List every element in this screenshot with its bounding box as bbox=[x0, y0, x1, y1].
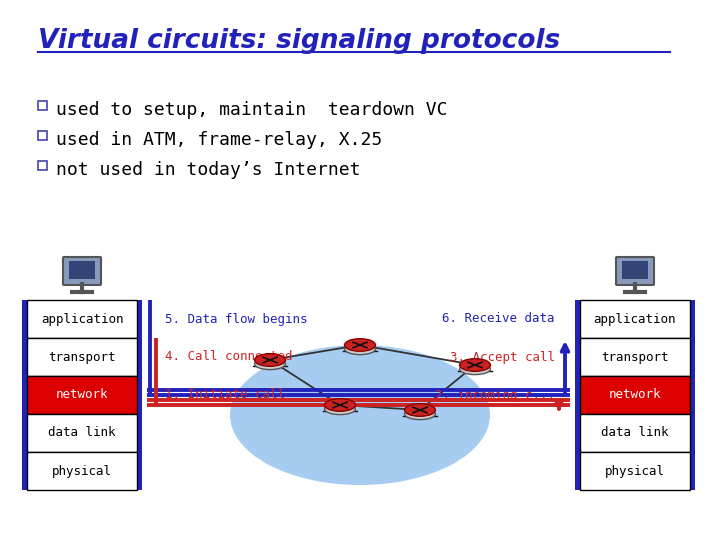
FancyBboxPatch shape bbox=[69, 261, 95, 279]
Ellipse shape bbox=[255, 359, 285, 369]
Text: application: application bbox=[41, 313, 123, 326]
FancyBboxPatch shape bbox=[690, 300, 695, 490]
FancyBboxPatch shape bbox=[27, 376, 137, 414]
Text: data link: data link bbox=[601, 427, 669, 440]
FancyBboxPatch shape bbox=[580, 338, 690, 376]
Text: physical: physical bbox=[605, 464, 665, 477]
Ellipse shape bbox=[405, 408, 436, 420]
FancyBboxPatch shape bbox=[38, 131, 47, 140]
FancyBboxPatch shape bbox=[137, 300, 142, 490]
Text: used in ATM, frame-relay, X.25: used in ATM, frame-relay, X.25 bbox=[56, 131, 382, 149]
Ellipse shape bbox=[345, 339, 375, 352]
Ellipse shape bbox=[325, 403, 356, 415]
Text: 2. incoming c...: 2. incoming c... bbox=[435, 388, 555, 402]
Ellipse shape bbox=[459, 359, 490, 372]
Text: physical: physical bbox=[52, 464, 112, 477]
Text: Virtual circuits: signaling protocols: Virtual circuits: signaling protocols bbox=[38, 28, 560, 54]
Ellipse shape bbox=[325, 399, 356, 411]
Text: 6. Receive data: 6. Receive data bbox=[443, 313, 555, 326]
FancyBboxPatch shape bbox=[22, 300, 142, 306]
FancyBboxPatch shape bbox=[63, 257, 101, 285]
FancyBboxPatch shape bbox=[27, 414, 137, 452]
Text: 4. Call connected: 4. Call connected bbox=[165, 350, 292, 363]
FancyBboxPatch shape bbox=[580, 414, 690, 452]
FancyBboxPatch shape bbox=[580, 376, 690, 414]
Ellipse shape bbox=[345, 343, 375, 355]
Text: 1. Initiate call: 1. Initiate call bbox=[165, 388, 285, 402]
FancyBboxPatch shape bbox=[575, 300, 580, 490]
Text: application: application bbox=[594, 313, 676, 326]
Text: 5. Data flow begins: 5. Data flow begins bbox=[165, 313, 307, 326]
Text: transport: transport bbox=[601, 350, 669, 363]
Text: used to setup, maintain  teardown VC: used to setup, maintain teardown VC bbox=[56, 101, 448, 119]
Ellipse shape bbox=[255, 354, 285, 366]
FancyBboxPatch shape bbox=[27, 338, 137, 376]
FancyBboxPatch shape bbox=[22, 300, 27, 490]
FancyBboxPatch shape bbox=[38, 101, 47, 110]
FancyBboxPatch shape bbox=[38, 161, 47, 170]
FancyBboxPatch shape bbox=[580, 452, 690, 490]
Text: 3. Accept call: 3. Accept call bbox=[450, 350, 555, 363]
FancyBboxPatch shape bbox=[27, 452, 137, 490]
FancyBboxPatch shape bbox=[27, 300, 137, 338]
Text: network: network bbox=[608, 388, 661, 402]
Text: transport: transport bbox=[48, 350, 116, 363]
Ellipse shape bbox=[405, 404, 436, 416]
Ellipse shape bbox=[230, 345, 490, 485]
FancyBboxPatch shape bbox=[580, 300, 690, 338]
FancyBboxPatch shape bbox=[616, 257, 654, 285]
Text: data link: data link bbox=[48, 427, 116, 440]
FancyBboxPatch shape bbox=[622, 261, 648, 279]
Ellipse shape bbox=[459, 363, 490, 375]
Text: network: network bbox=[55, 388, 108, 402]
Text: not used in today’s Internet: not used in today’s Internet bbox=[56, 161, 361, 179]
FancyBboxPatch shape bbox=[575, 300, 695, 306]
